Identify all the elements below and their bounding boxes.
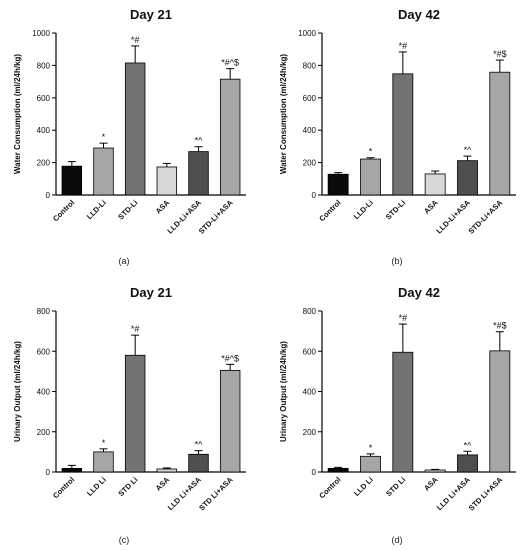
panel-label-b: (b): [392, 256, 403, 266]
y-tick-label: 800: [37, 61, 51, 70]
x-tick-label: LLD-Li: [352, 198, 375, 221]
y-tick-label: 200: [37, 159, 51, 168]
chart-title: Day 42: [398, 285, 440, 300]
chart-panel-2: Day 21 Urinary Output (ml/24h/kg) 0 200 400 6…: [13, 285, 246, 513]
bar: [489, 350, 511, 473]
y-tick-label: 800: [37, 307, 51, 316]
bar: [457, 454, 478, 473]
x-tick-label: STD-Li: [116, 198, 139, 221]
y-tick-label: 1000: [32, 29, 50, 38]
significance-label: *^: [464, 440, 473, 450]
x-tick-label: STD-Li+ASA: [197, 198, 235, 236]
y-tick-label: 0: [312, 468, 317, 477]
bar: [392, 73, 414, 196]
panel-label-d: (d): [392, 535, 403, 545]
significance-label: *#: [131, 35, 140, 45]
panel-label-a: (a): [119, 256, 130, 266]
significance-label: *#$: [493, 49, 507, 59]
y-tick-label: 0: [46, 191, 51, 200]
bar: [93, 451, 114, 473]
significance-label: *#^$: [221, 353, 239, 363]
y-tick-label: 400: [303, 388, 317, 397]
x-tick-label: Control: [317, 198, 342, 223]
bar: [424, 469, 446, 473]
bar: [156, 468, 178, 473]
bar: [360, 158, 381, 196]
chart-title: Day 42: [398, 7, 440, 22]
x-tick-label: Control: [51, 475, 76, 500]
y-tick-label: 200: [303, 428, 317, 437]
x-tick-label: STD-Li+ASA: [466, 198, 504, 236]
bar: [392, 351, 414, 473]
x-tick-label: LLD-Li: [85, 198, 108, 221]
chart-title: Day 21: [130, 285, 172, 300]
bar: [156, 166, 178, 196]
significance-label: *: [102, 438, 106, 448]
y-tick-label: 600: [303, 94, 317, 103]
bar: [188, 151, 209, 196]
bar: [327, 173, 349, 196]
x-tick-label: STD Li: [384, 475, 407, 498]
significance-label: *#: [399, 41, 408, 51]
bar: [489, 71, 511, 196]
bar: [61, 467, 83, 473]
y-tick-label: 200: [37, 428, 51, 437]
x-tick-label: STD Li+ASA: [467, 475, 505, 513]
y-axis-label: Urinary Output (ml/24h/kg): [13, 341, 22, 442]
bar: [457, 160, 478, 196]
x-tick-label: LLD Li: [352, 475, 375, 498]
bar: [327, 467, 349, 473]
y-tick-label: 200: [303, 159, 317, 168]
bar: [219, 78, 241, 196]
x-tick-label: Control: [51, 198, 76, 223]
bar: [219, 369, 241, 473]
bar: [124, 354, 146, 473]
significance-label: *#^$: [221, 58, 239, 68]
x-tick-label: ASA: [154, 475, 172, 493]
bar: [61, 165, 83, 196]
y-tick-label: 600: [37, 347, 51, 356]
x-tick-label: ASA: [422, 198, 440, 216]
chart-panel-0: Day 21 Water Consumption (ml/24h/kg) 0 200 4…: [13, 7, 246, 236]
y-tick-label: 400: [303, 126, 317, 135]
significance-label: *^: [195, 136, 204, 146]
y-tick-label: 400: [37, 126, 51, 135]
significance-label: *: [369, 147, 373, 157]
x-tick-label: ASA: [422, 475, 440, 493]
significance-label: *: [102, 132, 106, 142]
x-tick-label: STD Li: [116, 475, 139, 498]
y-tick-label: 400: [37, 388, 51, 397]
y-axis-label: Water Consumption (ml/24h/kg): [279, 54, 288, 174]
panel-label-c: (c): [119, 535, 130, 545]
bar: [360, 455, 381, 473]
bar: [93, 147, 114, 196]
significance-label: *: [369, 443, 373, 453]
chart-panel-1: Day 42 Water Consumption (ml/24h/kg) 0 200 4…: [279, 7, 516, 236]
chart-panel-3: Day 42 Urinary Output (ml/24h/kg) 0 200 400 6…: [279, 285, 516, 513]
significance-label: *#: [131, 324, 140, 334]
significance-label: *^: [195, 440, 204, 450]
x-tick-label: STD Li+ASA: [197, 475, 235, 513]
y-tick-label: 600: [303, 347, 317, 356]
bar: [188, 453, 209, 473]
y-tick-label: 0: [312, 191, 317, 200]
y-axis-label: Water Consumption (ml/24h/kg): [13, 54, 22, 174]
significance-label: *#$: [493, 321, 507, 331]
x-tick-label: Control: [317, 475, 342, 500]
y-tick-label: 0: [46, 468, 51, 477]
significance-label: *^: [464, 145, 473, 155]
chart-title: Day 21: [130, 7, 172, 22]
y-axis-label: Urinary Output (ml/24h/kg): [279, 341, 288, 442]
x-tick-label: STD-Li: [384, 198, 407, 221]
x-tick-label: ASA: [154, 198, 172, 216]
y-tick-label: 1000: [298, 29, 316, 38]
significance-label: *#: [399, 313, 408, 323]
y-tick-label: 600: [37, 94, 51, 103]
x-tick-label: LLD Li: [85, 475, 108, 498]
y-tick-label: 800: [303, 61, 317, 70]
bar: [124, 62, 146, 196]
bar: [424, 173, 446, 196]
y-tick-label: 800: [303, 307, 317, 316]
